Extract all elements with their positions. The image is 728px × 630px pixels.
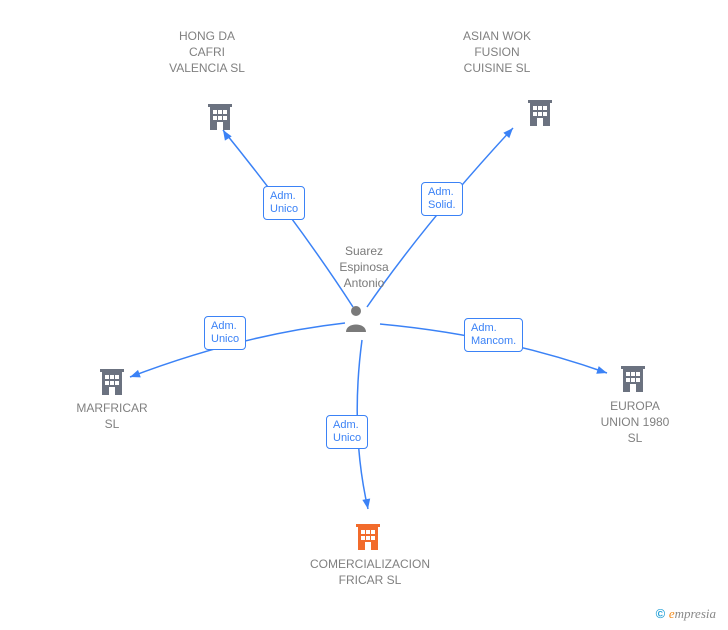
brand-rest: mpresia — [675, 606, 716, 621]
person-icon — [344, 304, 368, 332]
building-icon-marfricar — [96, 365, 128, 397]
edge-label-comercial: Adm. Unico — [326, 415, 368, 449]
edge-label-europa: Adm. Mancom. — [464, 318, 523, 352]
edge-label-asian: Adm. Solid. — [421, 182, 463, 216]
footer-watermark: © empresia — [656, 606, 716, 622]
building-icon-comercial — [352, 520, 384, 552]
building-icon-asian — [524, 96, 556, 128]
edge-label-marfricar: Adm. Unico — [204, 316, 246, 350]
building-icon-europa — [617, 362, 649, 394]
copyright-symbol: © — [656, 606, 666, 621]
edge-label-hongda: Adm. Unico — [263, 186, 305, 220]
building-icon-hongda — [204, 100, 236, 132]
edge-asian — [367, 128, 513, 307]
